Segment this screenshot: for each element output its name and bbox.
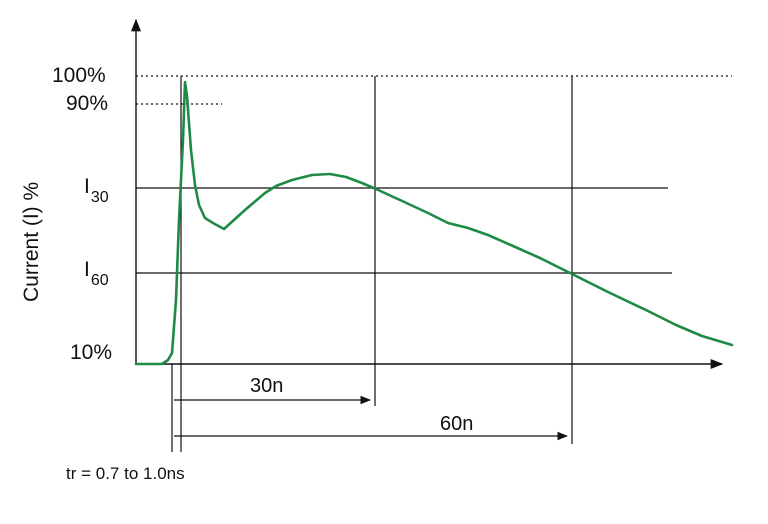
level-i30-label: I30 <box>84 175 109 206</box>
duration-60n-label: 60n <box>440 413 473 435</box>
level-90-label: 90% <box>66 92 108 115</box>
level-i30-main: I <box>84 175 90 198</box>
level-100-label: 100% <box>52 64 106 87</box>
y-axis-label: Current (I) % <box>20 182 43 302</box>
current-waveform <box>134 80 734 366</box>
level-i60-subscript: 60 <box>91 272 109 289</box>
level-i30-subscript: 30 <box>91 189 109 206</box>
level-i60-label: I60 <box>84 258 109 289</box>
level-i60-main: I <box>84 258 90 281</box>
level-10-label: 10% <box>70 341 112 364</box>
duration-30n-label: 30n <box>250 375 283 397</box>
rise-time-note: tr = 0.7 to 1.0ns <box>66 464 185 483</box>
